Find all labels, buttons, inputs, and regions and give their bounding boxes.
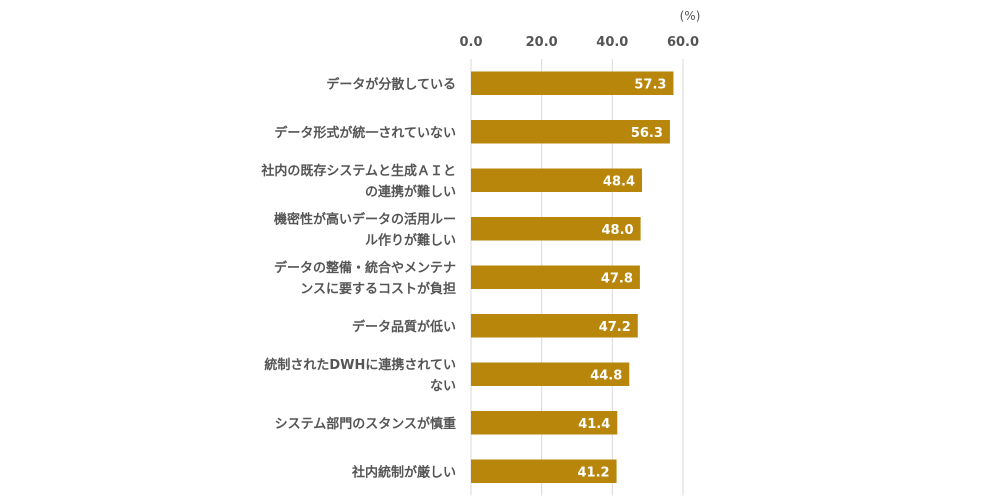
category-label-line: 機密性が高いデータの活用ルー	[274, 211, 456, 227]
data-label: 41.2	[577, 465, 609, 480]
category-label-line: 社内の既存システムと生成ＡＩと	[260, 163, 456, 179]
category-label: システム部門のスタンスが慎重	[275, 416, 456, 432]
category-label-line: 社内統制が厳しい	[351, 464, 456, 480]
data-label: 41.4	[578, 417, 610, 432]
tick-label: 60.0	[667, 35, 699, 50]
category-label: 社内統制が厳しい	[351, 464, 456, 480]
category-label-line: データ品質が低い	[352, 319, 456, 335]
category-label-line: 統制されたDWHに連携されてい	[264, 357, 456, 373]
category-label-line: システム部門のスタンスが慎重	[275, 416, 456, 432]
category-label-line: データ形式が統一されていない	[274, 125, 456, 141]
data-label: 47.8	[601, 271, 633, 286]
category-label: 社内の既存システムと生成ＡＩとの連携が難しい	[260, 163, 456, 200]
category-label-line: ない	[430, 379, 456, 394]
bar	[471, 459, 617, 483]
category-label: 機密性が高いデータの活用ルール作りが難しい	[274, 211, 456, 248]
data-labels: 57.3 56.3 48.4 48.0 47.8 47.2 44.8 41.4 41.2	[577, 77, 666, 480]
category-label-line: データの整備・統合やメンテナ	[274, 260, 456, 276]
bar	[471, 362, 630, 386]
category-label: 統制されたDWHに連携されていない	[264, 357, 456, 394]
data-label: 44.8	[590, 368, 622, 383]
category-label: データの整備・統合やメンテナンスに要するコストが負担	[274, 260, 456, 297]
category-label-line: データが分散している	[326, 76, 456, 92]
x-axis-ticks: 0.0 20.0 40.0 60.0	[459, 35, 699, 50]
category-label: データが分散している	[326, 76, 456, 92]
bar	[471, 314, 638, 338]
data-label: 47.2	[599, 320, 631, 335]
bar	[471, 71, 674, 95]
tick-label: 40.0	[596, 35, 628, 50]
category-label-line: ンスに要するコストが負担	[300, 281, 456, 297]
category-label-line: ル作りが難しい	[365, 232, 456, 248]
data-label: 48.0	[602, 223, 634, 238]
category-label: データ形式が統一されていない	[274, 125, 456, 141]
data-label: 57.3	[634, 77, 666, 92]
bar	[471, 168, 643, 192]
bars	[471, 71, 674, 483]
category-labels: データが分散しているデータ形式が統一されていない社内の既存システムと生成ＡＩとの…	[260, 76, 456, 480]
category-label-line: の連携が難しい	[365, 184, 456, 200]
bar	[471, 411, 618, 435]
bar	[471, 217, 641, 241]
data-label: 48.4	[603, 174, 635, 189]
bar	[471, 120, 670, 144]
category-label: データ品質が低い	[352, 319, 456, 335]
bar	[471, 265, 640, 289]
data-label: 56.3	[631, 126, 663, 141]
tick-label: 20.0	[526, 35, 558, 50]
unit-label: (%)	[680, 9, 701, 23]
tick-label: 0.0	[459, 35, 482, 50]
